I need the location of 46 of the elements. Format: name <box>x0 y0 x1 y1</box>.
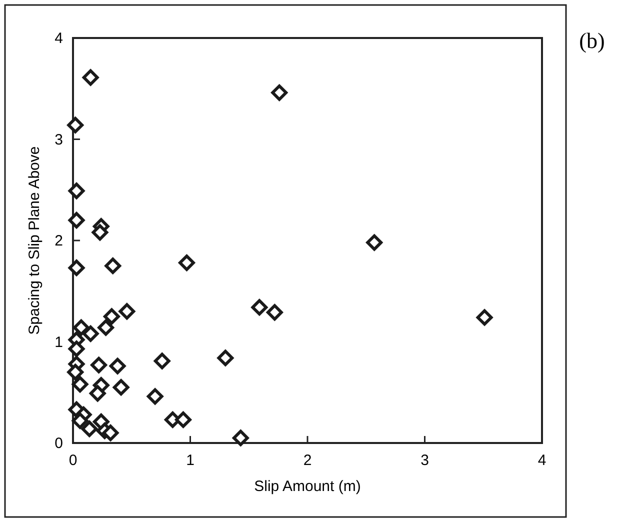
x-axis-title: Slip Amount (m) <box>254 478 361 495</box>
x-tick-label: 0 <box>68 452 78 469</box>
point <box>68 182 85 200</box>
point <box>72 412 88 429</box>
point <box>476 309 493 326</box>
point <box>154 352 170 370</box>
point <box>81 420 98 438</box>
point <box>67 116 84 134</box>
y-tick-label: 1 <box>54 334 63 351</box>
point <box>118 303 136 320</box>
point <box>271 84 288 101</box>
point <box>67 364 84 380</box>
y-tick-label: 3 <box>54 131 63 148</box>
y-axis-title: Spacing to Slip Plane Above <box>26 146 43 335</box>
point <box>90 356 108 374</box>
point <box>104 258 122 274</box>
point <box>89 385 106 402</box>
point <box>109 358 126 374</box>
point <box>72 376 88 392</box>
x-tick-label: 1 <box>186 452 194 469</box>
point <box>217 350 234 366</box>
y-tick-label: 2 <box>54 232 63 250</box>
point <box>251 299 268 316</box>
point <box>73 319 90 336</box>
point <box>102 424 119 442</box>
point <box>366 234 383 251</box>
text: (b) <box>579 28 605 53</box>
y-tick-label: 0 <box>54 435 63 452</box>
point <box>175 412 192 428</box>
point <box>68 340 85 358</box>
point <box>98 319 114 336</box>
x-tick-label: 3 <box>420 452 429 469</box>
point <box>68 260 85 276</box>
y-tick-label: 4 <box>54 30 63 47</box>
point <box>178 254 195 271</box>
point <box>146 388 164 405</box>
x-tick-label: 4 <box>538 452 546 469</box>
point <box>92 224 108 241</box>
point <box>82 69 99 86</box>
point <box>68 212 85 228</box>
point <box>103 308 120 325</box>
point <box>232 430 249 446</box>
point <box>266 304 283 321</box>
point <box>112 379 130 396</box>
x-tick-label: 2 <box>303 452 312 469</box>
point <box>82 325 99 342</box>
